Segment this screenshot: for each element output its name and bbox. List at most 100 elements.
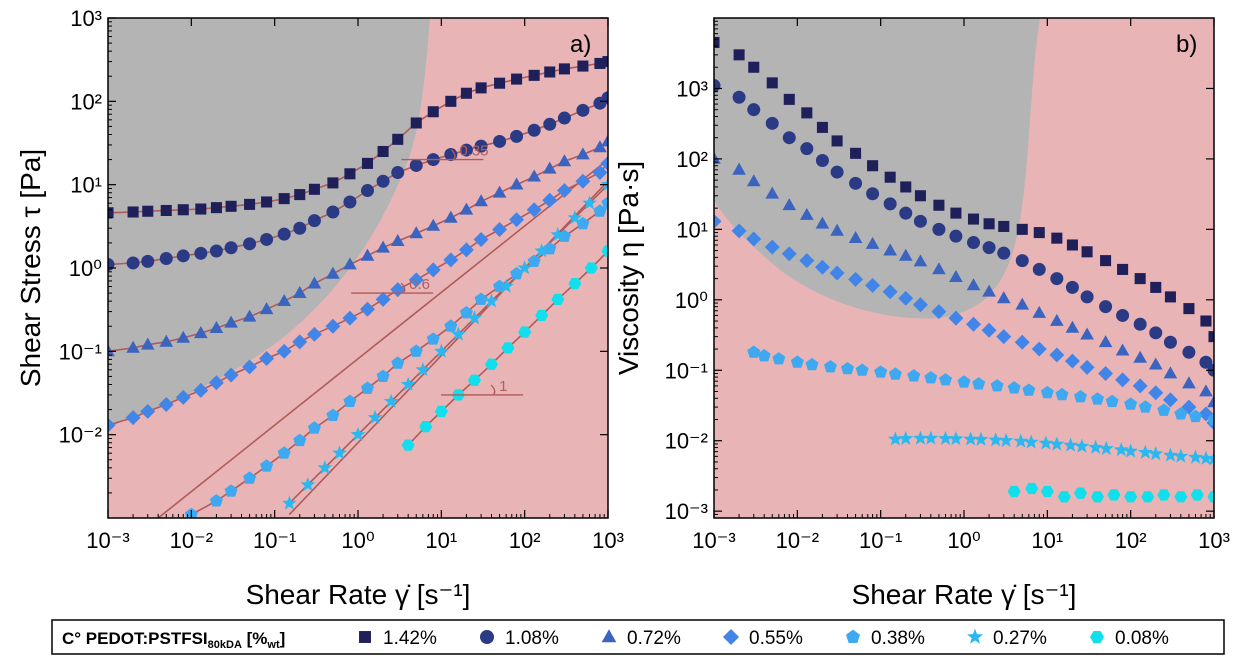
a-point-star <box>383 393 399 408</box>
a-point-hexagon <box>584 262 598 274</box>
b-x-tick-label: 10⁰ <box>947 528 980 553</box>
b-x-tick-label: 10⁻² <box>776 528 819 553</box>
b-point-triangle <box>1015 297 1030 310</box>
a-point-triangle <box>542 161 557 174</box>
a-y-tick-label: 10⁻¹ <box>59 339 102 364</box>
b-series-1.42% <box>714 36 1214 343</box>
b-point-triangle <box>782 198 797 211</box>
b-point-pentagon <box>747 345 761 358</box>
a-point-diamond <box>509 212 525 228</box>
a-point-star <box>517 260 533 275</box>
b-x-tick-label: 10⁻¹ <box>859 528 902 553</box>
a-point-star <box>467 310 482 325</box>
region-gray-a <box>108 18 430 432</box>
b-series-0.38% <box>747 345 1214 426</box>
b-point-circle <box>982 241 996 255</box>
panel-label-b: b) <box>1176 31 1197 58</box>
b-point-star <box>1013 433 1029 448</box>
b-point-triangle <box>865 236 880 249</box>
b-point-diamond <box>865 277 881 293</box>
a-point-diamond <box>325 318 341 334</box>
b-point-hexagon <box>1091 491 1105 503</box>
b-point-triangle <box>714 151 721 164</box>
a-point-circle <box>376 174 390 188</box>
b-point-circle <box>1163 335 1177 349</box>
a-point-triangle <box>360 248 375 261</box>
b-point-hexagon <box>1007 485 1021 498</box>
b-point-triangle <box>800 207 814 220</box>
a-point-triangle <box>307 276 322 289</box>
a-point-square <box>445 95 457 107</box>
b-point-star <box>1088 439 1104 454</box>
a-x-tick-label: 10⁻¹ <box>253 528 296 553</box>
b-point-circle <box>1015 254 1029 268</box>
b-point-triangle <box>1207 395 1214 408</box>
b-point-triangle <box>1098 335 1113 348</box>
a-point-pentagon <box>510 267 524 280</box>
b-point-triangle <box>1080 327 1094 340</box>
a-point-triangle <box>259 302 274 315</box>
a-point-circle <box>493 134 507 148</box>
a-point-pentagon <box>409 344 423 357</box>
b-point-square <box>714 36 720 48</box>
a-point-pentagon <box>444 319 458 332</box>
b-point-triangle <box>1163 366 1178 379</box>
a-point-pentagon <box>391 356 405 369</box>
b-y-tick-label: 10² <box>676 147 708 172</box>
a-y-tick-label: 10² <box>70 89 102 114</box>
a-point-pentagon <box>224 484 238 497</box>
x-axis-label-b: Shear Rate γ̇ [s⁻¹] <box>852 579 1077 610</box>
b-point-triangle <box>765 186 780 199</box>
b-series-0.27% <box>887 430 1214 466</box>
a-y-tick-label: 10⁻² <box>59 423 102 448</box>
a-point-square <box>177 204 189 216</box>
a-point-square <box>344 168 356 180</box>
b-y-tick-label: 10⁰ <box>675 288 708 313</box>
b-point-pentagon <box>1007 381 1021 394</box>
b-point-star <box>1206 451 1214 466</box>
b-point-square <box>933 199 945 211</box>
b-point-circle <box>913 214 927 228</box>
legend-marker-triangle <box>601 629 617 643</box>
a-point-diamond <box>473 231 489 247</box>
a-point-circle <box>474 139 488 153</box>
b-point-triangle <box>996 291 1011 304</box>
a-point-hexagon <box>535 309 549 322</box>
b-point-circle <box>1116 308 1130 322</box>
b-point-pentagon <box>957 375 971 388</box>
a-point-diamond <box>223 367 239 383</box>
a-point-pentagon <box>426 332 440 345</box>
b-point-triangle <box>966 278 981 291</box>
b-point-square <box>1100 255 1112 267</box>
b-point-circle <box>932 222 946 236</box>
a-point-diamond <box>592 165 608 180</box>
b-point-square <box>801 107 813 119</box>
a-point-circle <box>307 214 321 228</box>
a-point-diamond <box>208 375 224 391</box>
b-point-square <box>1134 273 1146 285</box>
a-x-tick-label: 10⁻³ <box>86 528 129 553</box>
legend-label: 0.27% <box>993 628 1047 649</box>
b-point-star <box>1074 438 1090 453</box>
a-point-diamond <box>425 262 441 278</box>
b-x-tick-label: 10³ <box>1198 528 1230 553</box>
a-point-square <box>511 73 523 85</box>
a-point-star <box>567 210 583 225</box>
a-point-triangle <box>593 140 607 153</box>
a-series-0.55% <box>108 155 608 433</box>
b-point-pentagon <box>1022 383 1036 396</box>
b-point-circle <box>899 206 913 220</box>
a-point-triangle <box>444 210 458 223</box>
a-point-triangle <box>292 285 307 298</box>
a-point-diamond <box>600 155 608 171</box>
a-point-star <box>433 343 449 358</box>
b-point-triangle <box>1199 384 1213 397</box>
a-point-circle <box>194 246 208 260</box>
a-point-square <box>577 60 589 72</box>
b-point-diamond <box>981 322 997 338</box>
b-point-hexagon <box>1141 491 1155 503</box>
b-x-tick-label: 10⁻³ <box>692 528 735 553</box>
a-point-triangle <box>576 147 590 160</box>
b-point-pentagon <box>924 371 938 384</box>
a-point-triangle <box>474 194 488 207</box>
